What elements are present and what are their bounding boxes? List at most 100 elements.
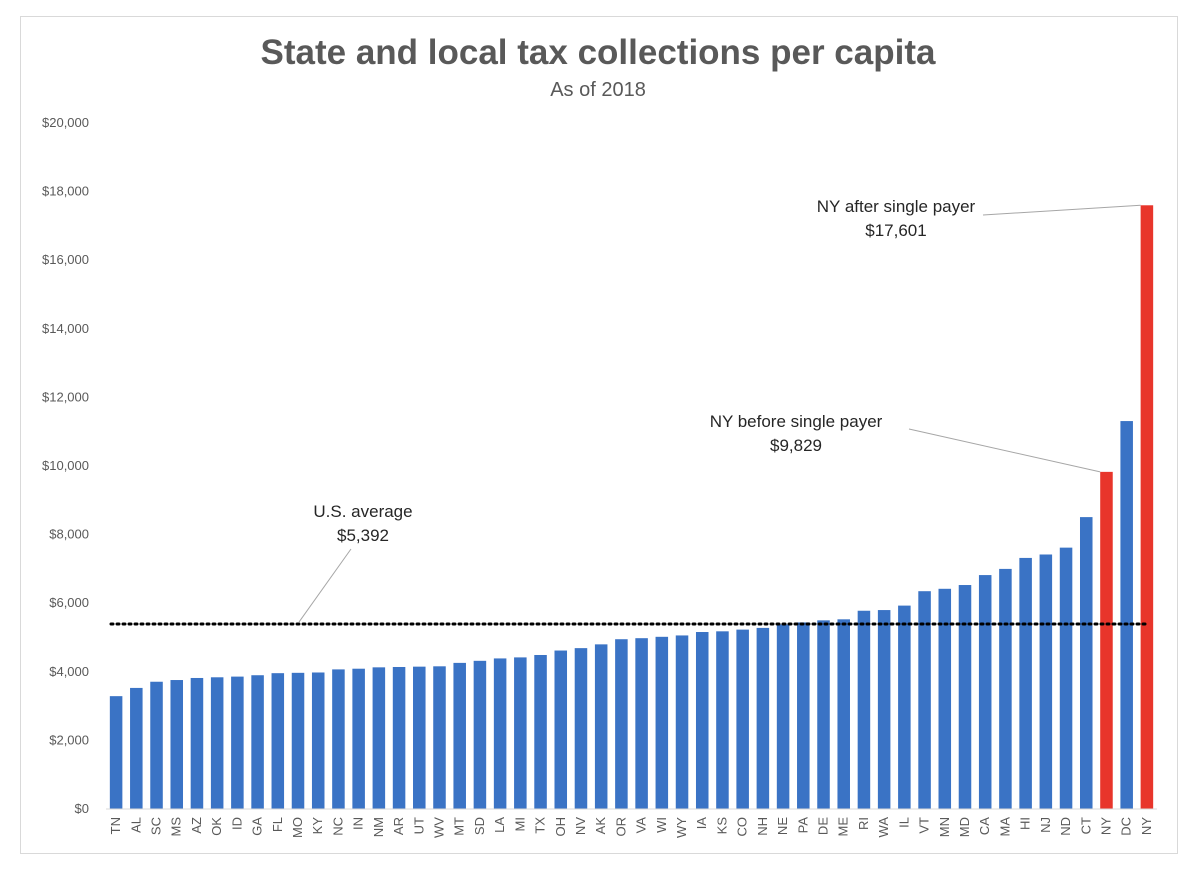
bar-wi-27 bbox=[655, 636, 669, 809]
x-tick-label: WV bbox=[431, 817, 446, 838]
bar-ak-24 bbox=[594, 644, 608, 809]
ny-after-value: $17,601 bbox=[865, 221, 926, 240]
x-tick-label: NC bbox=[330, 817, 345, 836]
ny-after-leader-line bbox=[982, 204, 1141, 216]
ny-before-value: $9,829 bbox=[770, 436, 822, 455]
bar-co-31 bbox=[736, 629, 749, 809]
us-average-label: U.S. average bbox=[313, 502, 412, 521]
bar-ga-7 bbox=[251, 675, 264, 809]
x-tick-label: MO bbox=[290, 817, 305, 838]
x-tick-label: HI bbox=[1018, 817, 1033, 830]
bar-ms-3 bbox=[170, 680, 184, 809]
x-tick-label: LA bbox=[492, 817, 507, 833]
bar-il-39 bbox=[898, 605, 911, 809]
x-axis: TN AL SC MS AZ OK ID GA FL MO KY NC IN NM AR UT WV MT SD LA… bbox=[108, 817, 1154, 838]
bar-mn-41 bbox=[938, 588, 952, 809]
x-tick-label: TX bbox=[533, 817, 548, 834]
x-tick-label: MD bbox=[957, 817, 972, 837]
bar-vt-40 bbox=[918, 591, 931, 809]
x-tick-label: AR bbox=[391, 817, 406, 835]
bar-ok-5 bbox=[210, 677, 224, 809]
x-tick-label: ME bbox=[836, 817, 851, 837]
bar-nd-47 bbox=[1059, 547, 1073, 809]
bars bbox=[106, 205, 1157, 810]
x-tick-label: GA bbox=[250, 817, 265, 836]
x-tick-label: CT bbox=[1078, 817, 1093, 834]
bar-sd-18 bbox=[473, 660, 487, 809]
y-tick-label: $10,000 bbox=[42, 458, 89, 473]
y-tick-label: $0 bbox=[75, 801, 89, 816]
y-tick-label: $8,000 bbox=[49, 527, 89, 542]
chart-frame: State and local tax collections per capi… bbox=[20, 16, 1178, 854]
y-tick-label: $14,000 bbox=[42, 321, 89, 336]
bar-ky-10 bbox=[311, 672, 325, 809]
bar-ar-14 bbox=[392, 666, 406, 809]
x-tick-label: NJ bbox=[1038, 817, 1053, 833]
bar-ne-33 bbox=[776, 624, 790, 809]
bar-ca-43 bbox=[978, 575, 992, 809]
bar-az-4 bbox=[190, 677, 204, 809]
bar-al-1 bbox=[130, 687, 143, 809]
y-tick-label: $12,000 bbox=[42, 389, 89, 404]
y-tick-label: $18,000 bbox=[42, 184, 89, 199]
x-tick-label: CA bbox=[977, 817, 992, 835]
bar-or-25 bbox=[615, 639, 628, 809]
x-tick-label: WA bbox=[876, 817, 891, 838]
x-tick-label: IA bbox=[694, 817, 709, 830]
bar-ri-37 bbox=[857, 610, 871, 809]
bar-oh-22 bbox=[554, 650, 568, 809]
chart-title: State and local tax collections per capi… bbox=[261, 33, 936, 72]
bar-fl-8 bbox=[271, 673, 285, 809]
bar-hi-45 bbox=[1019, 557, 1032, 809]
bar-chart: State and local tax collections per capi… bbox=[42, 33, 1157, 838]
x-tick-label: VT bbox=[917, 817, 932, 834]
x-tick-label: MA bbox=[997, 817, 1012, 837]
bar-wv-16 bbox=[433, 666, 446, 809]
bar-ut-15 bbox=[413, 666, 426, 809]
bar-nc-11 bbox=[332, 669, 345, 809]
x-tick-label: WI bbox=[654, 817, 669, 833]
ny-before-leader-line bbox=[908, 428, 1101, 473]
x-tick-label: VA bbox=[634, 817, 649, 834]
x-tick-label: ID bbox=[229, 817, 244, 830]
bar-pa-34 bbox=[797, 622, 810, 809]
bar-tn-0 bbox=[109, 696, 123, 809]
x-tick-label: NH bbox=[755, 817, 770, 836]
us-average-leader-line bbox=[298, 548, 352, 623]
x-tick-label: IN bbox=[351, 817, 366, 830]
x-tick-label: RI bbox=[856, 817, 871, 830]
bar-de-35 bbox=[817, 620, 830, 809]
x-tick-label: OH bbox=[553, 817, 568, 837]
x-tick-label: NY bbox=[1098, 817, 1113, 835]
x-tick-label: AZ bbox=[189, 817, 204, 834]
bar-mi-20 bbox=[514, 657, 527, 809]
x-tick-label: NV bbox=[573, 817, 588, 835]
x-tick-label: MI bbox=[512, 817, 527, 831]
y-tick-label: $16,000 bbox=[42, 252, 89, 267]
bar-nm-13 bbox=[372, 667, 386, 809]
bar-nv-23 bbox=[574, 648, 588, 809]
us-average-value: $5,392 bbox=[337, 526, 389, 545]
bar-la-19 bbox=[493, 658, 507, 809]
bar-tx-21 bbox=[534, 654, 547, 809]
x-tick-label: NE bbox=[775, 817, 790, 835]
x-tick-label: UT bbox=[411, 817, 426, 834]
y-axis: $0 $2,000 $4,000 $6,000 $8,000 $10,000 $12,000… bbox=[42, 115, 89, 816]
x-tick-label: AK bbox=[593, 817, 608, 835]
x-tick-label: OK bbox=[209, 817, 224, 836]
bar-dc-50 bbox=[1120, 421, 1133, 809]
x-tick-label: NY bbox=[1139, 817, 1154, 835]
x-tick-label: SD bbox=[472, 817, 487, 835]
bar-ct-48 bbox=[1079, 517, 1093, 809]
x-tick-label: WY bbox=[674, 817, 689, 838]
bar-ma-44 bbox=[999, 568, 1012, 809]
bar-nj-46 bbox=[1039, 554, 1053, 809]
bar-ia-29 bbox=[695, 632, 709, 809]
ny-before-label: NY before single payer bbox=[710, 412, 883, 431]
x-tick-label: ND bbox=[1058, 817, 1073, 836]
x-tick-label: PA bbox=[795, 817, 810, 834]
x-tick-label: KY bbox=[310, 817, 325, 835]
bar-me-36 bbox=[837, 619, 850, 809]
bar-mo-9 bbox=[291, 672, 305, 809]
x-tick-label: IL bbox=[896, 817, 911, 828]
